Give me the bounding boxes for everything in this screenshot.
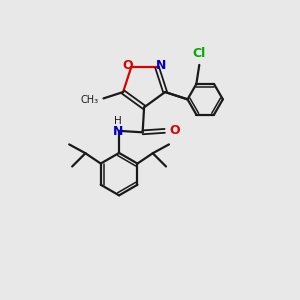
Text: N: N	[113, 125, 123, 138]
Text: O: O	[122, 58, 133, 71]
Text: N: N	[155, 58, 166, 71]
Text: CH₃: CH₃	[81, 95, 99, 105]
Text: O: O	[169, 124, 180, 137]
Text: H: H	[114, 116, 122, 126]
Text: Cl: Cl	[193, 47, 206, 61]
